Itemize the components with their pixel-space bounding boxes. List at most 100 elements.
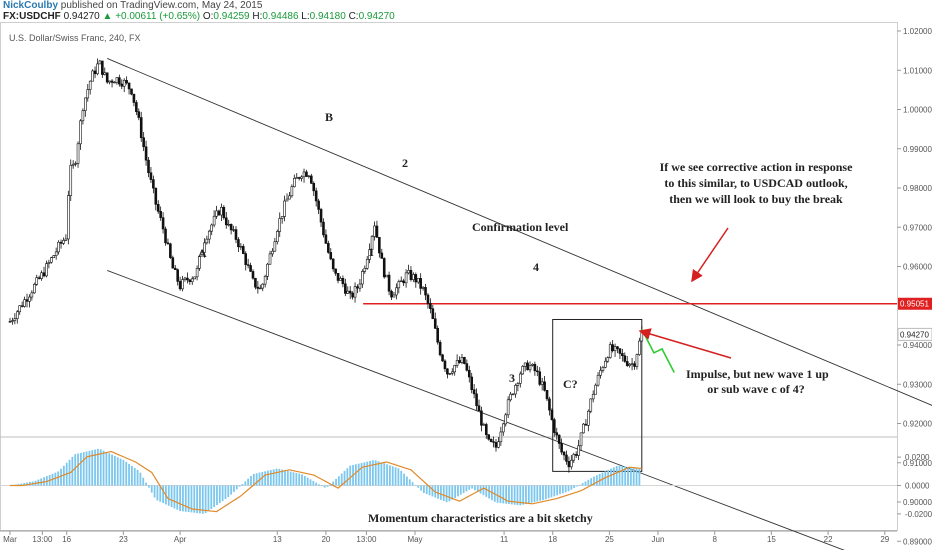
candle-body [79, 120, 82, 145]
candle-body [528, 365, 532, 371]
momentum-bar [420, 485, 422, 491]
candle-body [135, 102, 138, 112]
momentum-bar [167, 485, 170, 506]
momentum-bar [476, 485, 479, 492]
candle-body [127, 82, 131, 90]
publisher-line: NickCoulby published on TradingView.com,… [3, 0, 262, 11]
candle-body [222, 207, 226, 219]
candle-body [200, 252, 204, 257]
momentum-bar [320, 485, 323, 486]
momentum-bar [116, 457, 119, 486]
candle-body [178, 281, 182, 290]
momentum-bar [607, 469, 610, 486]
momentum-bar [340, 473, 343, 486]
candle-body [395, 287, 398, 296]
momentum-bar [635, 467, 638, 486]
candle-body [404, 272, 408, 284]
candle-body [293, 178, 296, 187]
last-price-tag [897, 327, 932, 341]
momentum-bar [337, 476, 340, 486]
author-name[interactable]: NickCoulby [3, 0, 59, 11]
wave-label-3: 3 [509, 371, 515, 385]
momentum-bar [275, 468, 278, 486]
momentum-bar [423, 485, 425, 493]
candle-body [351, 292, 354, 298]
momentum-bar [474, 485, 476, 491]
momentum-bar [295, 472, 298, 486]
time-tick-label: 18 [548, 535, 557, 544]
momentum-bar [357, 463, 360, 486]
candle-body [531, 363, 534, 366]
time-tick-label: 29 [880, 535, 889, 544]
candle-body [336, 272, 340, 281]
price-tick-label: 0.91000 [903, 459, 932, 468]
momentum-bar [91, 450, 94, 486]
candle-body [431, 308, 435, 320]
candle-body [465, 363, 469, 371]
candle-body [429, 303, 432, 309]
candle-body [380, 252, 384, 259]
momentum-bar [522, 485, 525, 505]
candle-body [443, 360, 447, 370]
momentum-bar [162, 485, 164, 504]
candle-body [623, 355, 627, 362]
candle-body [460, 357, 464, 363]
momentum-bar [190, 485, 193, 513]
momentum-bar [292, 472, 295, 486]
candle-body [521, 366, 525, 375]
momentum-bar [173, 485, 176, 509]
candle-body [555, 432, 559, 436]
candle-body [334, 268, 337, 274]
momentum-bar [360, 462, 363, 486]
candles-group [8, 58, 644, 473]
candle-body [217, 210, 221, 216]
candle-body [523, 362, 527, 367]
published-text: published on TradingView.com, May 24, 20… [60, 0, 263, 11]
candle-body [88, 80, 92, 90]
candle-body [110, 80, 114, 83]
momentum-bar [488, 485, 491, 499]
candle-body [81, 110, 85, 122]
wave-label-b: B [325, 110, 334, 124]
candle-body [438, 341, 442, 356]
candle-body [234, 229, 238, 240]
momentum-bar [581, 483, 584, 486]
momentum-bar [573, 485, 576, 489]
candle-body [314, 190, 318, 202]
candle-body [453, 365, 456, 373]
symbol[interactable]: FX:USDCHF [3, 11, 61, 22]
candle-body [548, 398, 551, 411]
candle-body [414, 274, 418, 283]
candle-body [633, 363, 636, 367]
momentum-bar [400, 470, 403, 486]
time-tick-label: 20 [321, 535, 330, 544]
candle-body [207, 230, 211, 240]
momentum-bar [567, 485, 570, 492]
time-tick-label: 13:00 [32, 535, 53, 544]
candle-body [261, 283, 265, 289]
momentum-bar [604, 471, 607, 486]
candle-body [613, 346, 617, 352]
candle-body [574, 454, 578, 456]
momentum-bar [428, 485, 431, 496]
momentum-bar [369, 460, 371, 486]
momentum-bar [281, 469, 284, 486]
momentum-bar [85, 451, 88, 486]
candle-body [190, 278, 194, 283]
candle-body [232, 229, 235, 231]
momentum-bar [349, 465, 352, 486]
candle-body [173, 267, 177, 270]
candle-body [96, 63, 99, 75]
candle-body [570, 459, 573, 468]
momentum-bar [388, 465, 391, 486]
candle-body [164, 228, 167, 244]
momentum-bar [235, 485, 238, 490]
momentum-bar [482, 485, 485, 496]
candle-body [169, 243, 172, 258]
momentum-bar [465, 485, 468, 492]
candle-body [275, 231, 279, 243]
momentum-bar [199, 485, 201, 514]
momentum-bar [99, 449, 102, 486]
candle-body [409, 270, 413, 280]
